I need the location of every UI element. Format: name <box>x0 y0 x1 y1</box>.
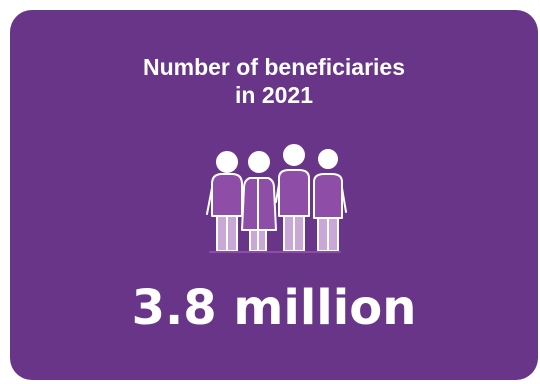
card-title: Number of beneficiaries in 2021 <box>10 53 538 109</box>
person-2-figure <box>241 151 277 252</box>
person-4-figure <box>313 149 347 252</box>
person-3-figure <box>275 144 310 252</box>
group-of-people-icon <box>206 144 347 253</box>
card-title-line-2: in 2021 <box>235 82 313 108</box>
beneficiaries-value: 3.8 million <box>131 280 417 336</box>
card-title-line-1: Number of beneficiaries <box>142 54 406 80</box>
beneficiaries-card: Number of beneficiaries in 2021 <box>10 10 538 380</box>
person-1-figure <box>206 151 243 252</box>
